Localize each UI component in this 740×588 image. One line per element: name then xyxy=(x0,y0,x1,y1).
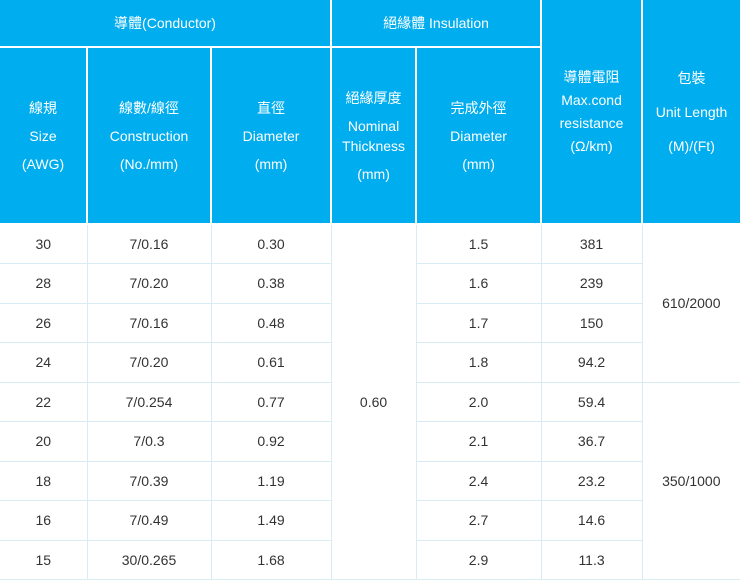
construction-label-unit: (No./mm) xyxy=(119,155,179,172)
cell-diameter: 0.92 xyxy=(210,421,332,462)
col-header-od: 完成外徑 Diameter (mm) xyxy=(415,46,543,225)
cell-construction: 7/0.16 xyxy=(86,223,212,264)
packing-label-unit: (M)/(Ft) xyxy=(668,137,715,154)
cell-diameter: 1.19 xyxy=(210,460,332,501)
cell-diameter: 0.30 xyxy=(210,223,332,264)
table-body: 30 7/0.16 0.30 0.60 1.5 381 610/2000 28 … xyxy=(0,223,740,580)
col-header-thickness: 絕緣厚度 Nominal Thickness (mm) xyxy=(330,46,418,225)
table-row: 15 30/0.265 1.68 2.9 11.3 xyxy=(0,539,740,580)
cell-od: 1.5 xyxy=(415,223,542,264)
cell-od: 1.6 xyxy=(415,263,542,304)
cell-insulation-thickness: 0.60 xyxy=(330,223,417,580)
cell-size: 18 xyxy=(0,460,88,501)
cell-resistance: 94.2 xyxy=(540,342,643,383)
cell-diameter: 0.77 xyxy=(210,381,332,422)
header-group-conductor: 導體(Conductor) xyxy=(0,0,333,48)
header-columns-row: 線規 Size (AWG) 線數/線徑 Construction (No./mm… xyxy=(0,46,740,225)
col-header-resistance: 導體電阻 Max.cond resistance (Ω/km) xyxy=(540,0,644,225)
cell-resistance: 36.7 xyxy=(540,421,643,462)
cell-diameter: 0.48 xyxy=(210,302,332,343)
table-row: 24 7/0.20 0.61 1.8 94.2 xyxy=(0,342,740,383)
diameter-label-en: Diameter xyxy=(242,127,300,144)
cell-resistance: 239 xyxy=(540,263,643,304)
resistance-label-en1: Max.cond xyxy=(561,91,622,108)
size-label-unit: (AWG) xyxy=(21,155,65,172)
conductor-group-label: 導體(Conductor) xyxy=(114,15,216,31)
table-row: 30 7/0.16 0.30 0.60 1.5 381 610/2000 xyxy=(0,223,740,580)
cell-size: 28 xyxy=(0,263,88,304)
thickness-label-unit: (mm) xyxy=(357,165,390,182)
cell-size: 26 xyxy=(0,302,88,343)
insulation-group-label: 絕緣體 Insulation xyxy=(383,15,489,31)
cell-construction: 7/0.39 xyxy=(86,460,212,501)
cell-size: 16 xyxy=(0,500,88,541)
col-header-packing: 包裝 Unit Length (M)/(Ft) xyxy=(641,0,740,225)
cell-od: 2.9 xyxy=(415,539,542,580)
cell-resistance: 14.6 xyxy=(540,500,643,541)
resistance-label-unit: (Ω/km) xyxy=(570,137,613,154)
cell-construction: 7/0.49 xyxy=(86,500,212,541)
cell-size: 20 xyxy=(0,421,88,462)
cell-construction: 7/0.16 xyxy=(86,302,212,343)
packing-label-en: Unit Length xyxy=(655,103,728,120)
col-header-diameter: 直徑 Diameter (mm) xyxy=(209,46,333,225)
table-row: 28 7/0.20 0.38 1.6 239 xyxy=(0,263,740,304)
cell-unit-length-bottom: 350/1000 xyxy=(641,381,740,580)
cell-size: 24 xyxy=(0,342,88,383)
diameter-label-unit: (mm) xyxy=(254,155,288,172)
cell-od: 2.1 xyxy=(415,421,542,462)
packing-label-zh: 包裝 xyxy=(677,69,706,86)
cell-diameter: 1.49 xyxy=(210,500,332,541)
od-label-unit: (mm) xyxy=(462,155,495,172)
table-row: 18 7/0.39 1.19 2.4 23.2 xyxy=(0,460,740,501)
cell-od: 2.7 xyxy=(415,500,542,541)
header-group-row: 導體(Conductor) 絕緣體 Insulation 導體電阻 Max.co… xyxy=(0,0,740,225)
diameter-label-zh: 直徑 xyxy=(257,99,286,116)
cell-resistance: 150 xyxy=(540,302,643,343)
size-label-en: Size xyxy=(29,127,57,144)
cell-od: 2.0 xyxy=(415,381,542,422)
col-header-size: 線規 Size (AWG) xyxy=(0,46,88,225)
cell-od: 1.7 xyxy=(415,302,542,343)
cell-construction: 30/0.265 xyxy=(86,539,212,580)
cell-construction: 7/0.20 xyxy=(86,263,212,304)
cell-unit-length-top: 610/2000 xyxy=(641,223,740,383)
table-row: 26 7/0.16 0.48 1.7 150 xyxy=(0,302,740,343)
cell-construction: 7/0.3 xyxy=(86,421,212,462)
col-header-construction: 線數/線徑 Construction (No./mm) xyxy=(86,46,212,225)
cell-construction: 7/0.20 xyxy=(86,342,212,383)
construction-label-en: Construction xyxy=(109,127,189,144)
thickness-label-en: Nominal Thickness xyxy=(342,117,406,154)
cell-od: 2.4 xyxy=(415,460,542,501)
cell-size: 15 xyxy=(0,539,88,580)
size-label-zh: 線規 xyxy=(29,99,57,116)
od-label-zh: 完成外徑 xyxy=(450,99,507,116)
table-header: 導體(Conductor) 絕緣體 Insulation 導體電阻 Max.co… xyxy=(0,0,740,225)
thickness-label-zh: 絕緣厚度 xyxy=(345,89,402,106)
cell-construction: 7/0.254 xyxy=(86,381,212,422)
header-group-insulation: 絕緣體 Insulation xyxy=(330,0,543,48)
resistance-label-zh: 導體電阻 xyxy=(563,68,620,85)
resistance-label-en2: resistance xyxy=(559,114,624,131)
cell-diameter: 0.38 xyxy=(210,263,332,304)
cell-resistance: 23.2 xyxy=(540,460,643,501)
cell-size: 22 xyxy=(0,381,88,422)
od-label-en: Diameter xyxy=(450,127,507,144)
cell-od: 1.8 xyxy=(415,342,542,383)
cell-resistance: 11.3 xyxy=(540,539,643,580)
cell-size: 30 xyxy=(0,223,88,264)
table-row: 16 7/0.49 1.49 2.7 14.6 xyxy=(0,500,740,541)
cell-resistance: 59.4 xyxy=(540,381,643,422)
cell-diameter: 1.68 xyxy=(210,539,332,580)
construction-label-zh: 線數/線徑 xyxy=(119,99,179,116)
table-row: 22 7/0.254 0.77 2.0 59.4 350/1000 xyxy=(0,381,740,580)
cell-diameter: 0.61 xyxy=(210,342,332,383)
cell-resistance: 381 xyxy=(540,223,643,264)
